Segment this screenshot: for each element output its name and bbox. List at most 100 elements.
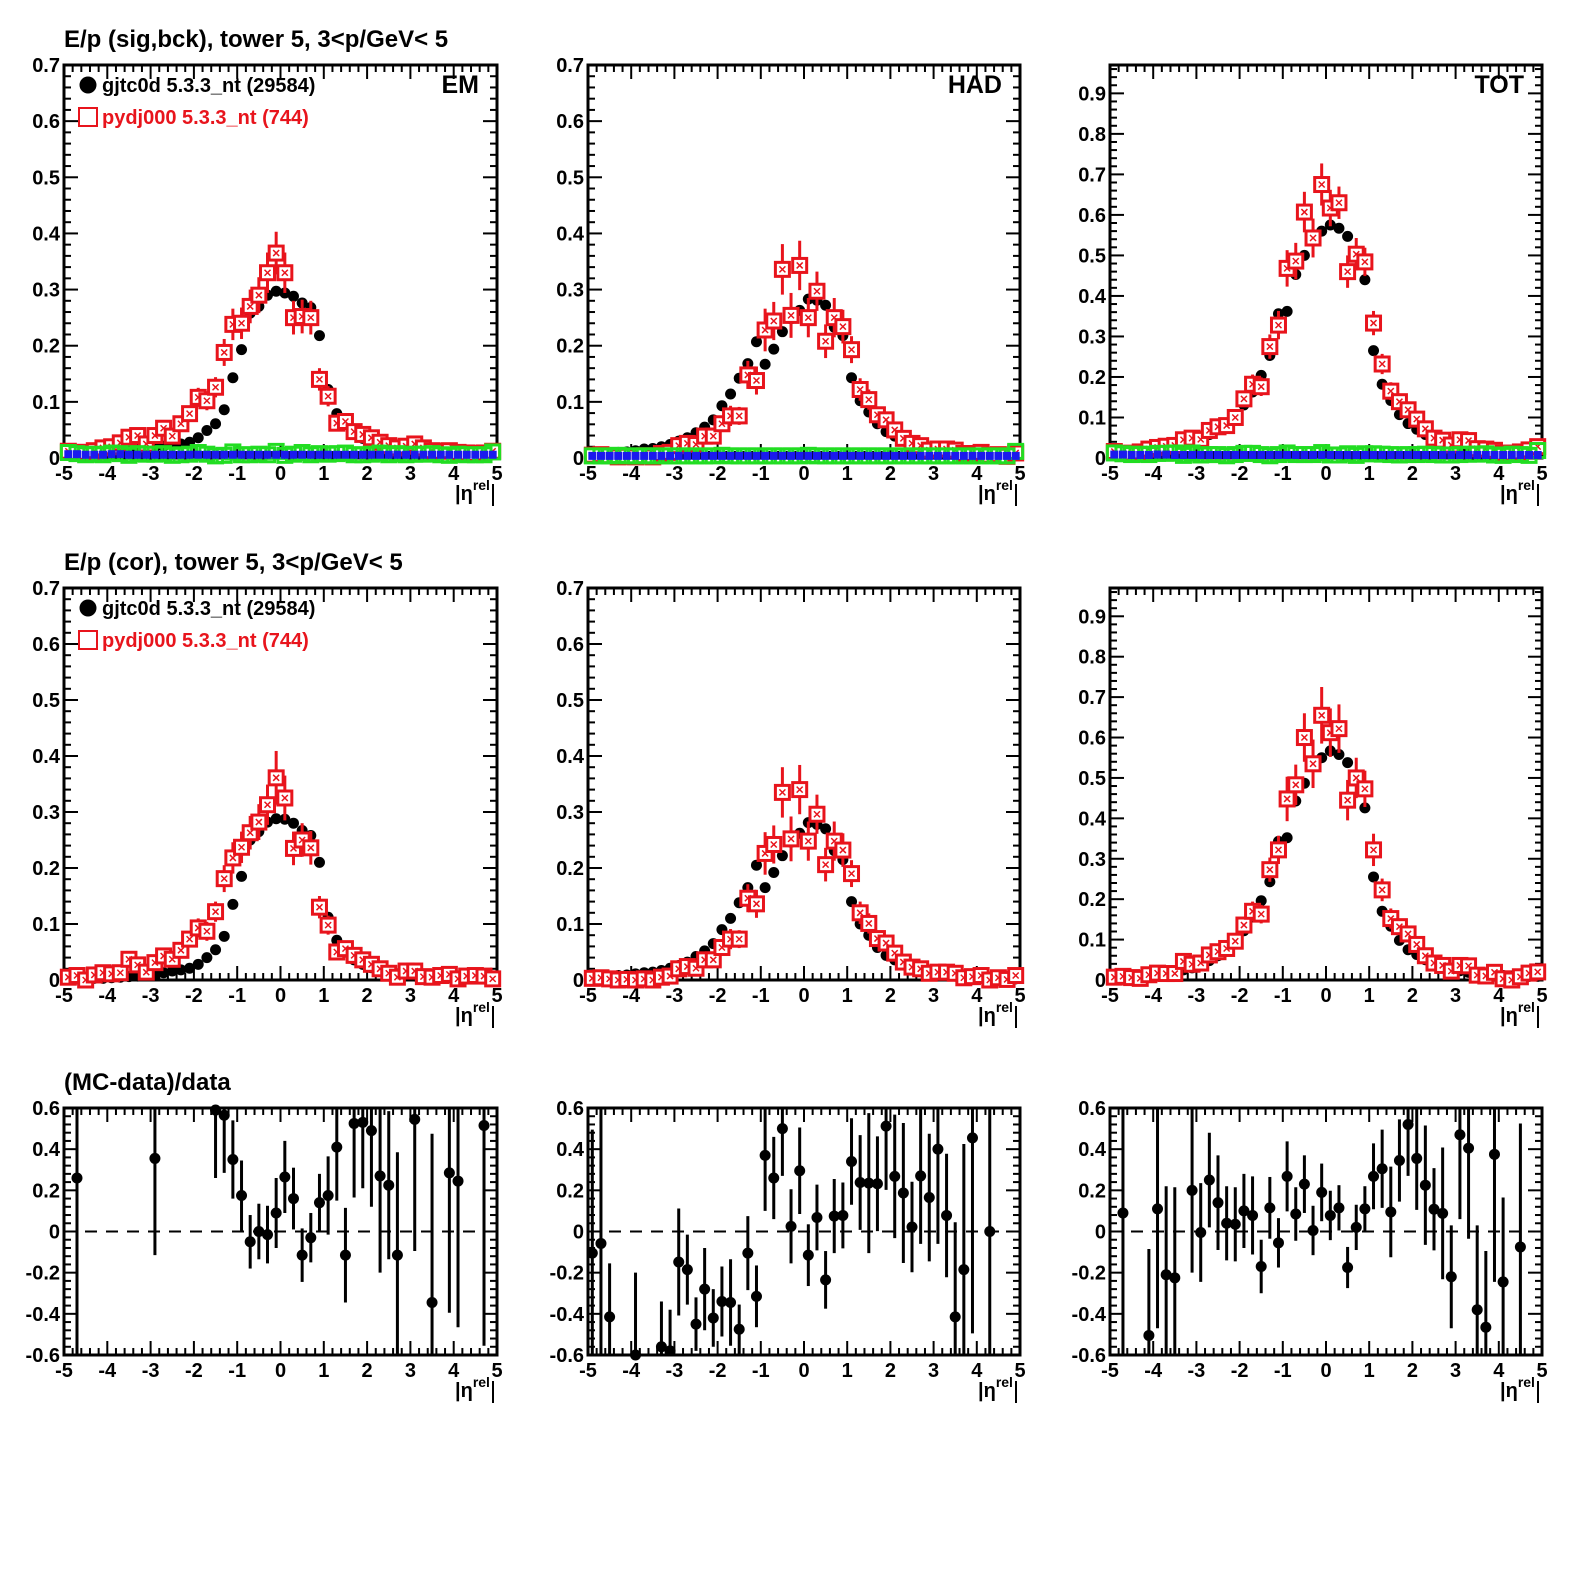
bkg-data-point xyxy=(1404,450,1413,459)
mc-point-cross xyxy=(1352,774,1360,782)
y-tick-label: 0.4 xyxy=(556,1139,585,1161)
x-tick-label: -4 xyxy=(98,463,117,485)
x-tick-label: 1 xyxy=(842,463,853,485)
bkg-data-point xyxy=(272,450,281,459)
bkg-data-point xyxy=(588,451,597,460)
series-open-square xyxy=(59,750,502,989)
data-point xyxy=(923,1192,935,1204)
bkg-data-point xyxy=(445,450,454,459)
mc-point-cross xyxy=(839,846,847,854)
mc-point-cross xyxy=(804,837,812,845)
y-tick-label: 0.4 xyxy=(556,746,585,768)
bkg-data-point xyxy=(864,451,873,460)
legend-entry-text: gjtc0d 5.3.3_nt (29584) xyxy=(102,75,315,97)
mc-point-cross xyxy=(324,921,332,929)
y-tick-label: 0.7 xyxy=(1078,164,1106,186)
x-tick-label: -5 xyxy=(1101,1360,1119,1382)
x-axis-label-main: |η xyxy=(455,1380,473,1402)
bkg-data-point xyxy=(622,451,631,460)
data-point xyxy=(478,1119,490,1131)
x-tick-label: 2 xyxy=(1407,985,1418,1007)
data-point xyxy=(1497,1276,1509,1288)
x-tick-label: -5 xyxy=(579,463,597,485)
bkg-data-point xyxy=(315,450,324,459)
x-axis-label: |ηrel xyxy=(978,477,1013,505)
data-point xyxy=(270,285,282,297)
x-tick-label: -4 xyxy=(1144,463,1163,485)
data-point xyxy=(690,1318,702,1330)
y-tick-label: 0.6 xyxy=(1078,1098,1106,1120)
x-tick-label: -1 xyxy=(1274,1360,1292,1382)
bkg-data-point xyxy=(1352,450,1361,459)
bkg-data-point xyxy=(916,451,925,460)
mc-point-cross xyxy=(813,287,821,295)
bkg-data-point xyxy=(98,450,107,459)
bkg-data-point xyxy=(1003,451,1012,460)
bkg-data-point xyxy=(1265,450,1274,459)
data-point xyxy=(1169,1272,1181,1284)
panel-tag-label: TOT xyxy=(1474,71,1524,99)
bkg-data-point xyxy=(480,450,489,459)
bkg-data-point xyxy=(324,450,333,459)
data-point xyxy=(1195,1227,1207,1239)
bkg-data-point xyxy=(1438,450,1447,459)
data-point xyxy=(1385,1206,1397,1218)
data-point xyxy=(192,958,204,970)
data-point xyxy=(287,817,299,829)
data-point xyxy=(595,1237,607,1249)
bkg-data-point xyxy=(1196,450,1205,459)
y-tick-label: 0.7 xyxy=(556,55,584,77)
x-tick-label: -4 xyxy=(98,1360,117,1382)
data-point xyxy=(339,1249,351,1261)
bkg-data-point xyxy=(640,451,649,460)
bkg-data-point xyxy=(185,450,194,459)
data-point xyxy=(253,1226,265,1237)
mc-point-cross xyxy=(1171,970,1179,978)
bkg-data-point xyxy=(462,450,471,459)
data-point xyxy=(630,1349,642,1361)
data-point xyxy=(1143,1329,1155,1341)
x-tick-label: 5 xyxy=(1536,1360,1547,1382)
y-tick-label: 0 xyxy=(49,1222,60,1244)
bkg-data-point xyxy=(1118,450,1127,459)
x-tick-label: -2 xyxy=(709,1360,727,1382)
bkg-data-point xyxy=(726,451,735,460)
x-axis-label-main: |η xyxy=(455,483,473,505)
bkg-data-point xyxy=(367,450,376,459)
mc-point-cross xyxy=(246,829,254,837)
mc-point-cross xyxy=(255,291,263,299)
bkg-data-point xyxy=(1110,450,1119,459)
y-tick-label: -0.2 xyxy=(26,1263,60,1285)
data-point xyxy=(210,1104,222,1116)
data-point xyxy=(409,1113,421,1125)
y-tick-label: -0.6 xyxy=(550,1345,584,1367)
x-tick-label: 3 xyxy=(1450,1360,1461,1382)
bkg-data-point xyxy=(280,450,289,459)
bkg-data-point xyxy=(1144,450,1153,459)
y-tick-label: 0.6 xyxy=(556,111,584,133)
y-tick-label: -0.4 xyxy=(26,1304,61,1326)
data-point xyxy=(673,1256,685,1268)
legend-marker-circle xyxy=(79,76,97,94)
data-point xyxy=(776,1123,788,1135)
mc-point-cross xyxy=(186,410,194,418)
mc-point-cross xyxy=(822,337,830,345)
series-open-square xyxy=(1105,687,1547,989)
plot-frame xyxy=(1108,586,1544,982)
bkg-data-point xyxy=(830,451,839,460)
x-tick-label: 0 xyxy=(798,985,809,1007)
panel-ratio-em: -5 -4 -3 -2 -1 0 1 2 3 4 5 -0.6 -0.4 -0.2 0 0.2 0.4 0.6 |η… xyxy=(26,1069,503,1403)
mc-point-cross xyxy=(813,810,821,818)
data-point xyxy=(1480,1321,1492,1333)
y-tick-label: 0.4 xyxy=(32,223,61,245)
data-point xyxy=(1342,230,1354,242)
mc-point-cross xyxy=(1309,234,1317,242)
x-axis-label-sup: rel xyxy=(1518,1374,1535,1390)
y-tick-label: 0.5 xyxy=(556,167,584,189)
mc-point-cross xyxy=(315,375,324,383)
bkg-data-point xyxy=(1162,450,1171,459)
x-tick-label: 0 xyxy=(798,1360,809,1382)
data-point xyxy=(1229,1218,1241,1230)
bkg-data-point xyxy=(1248,450,1257,459)
data-point xyxy=(984,1226,996,1237)
